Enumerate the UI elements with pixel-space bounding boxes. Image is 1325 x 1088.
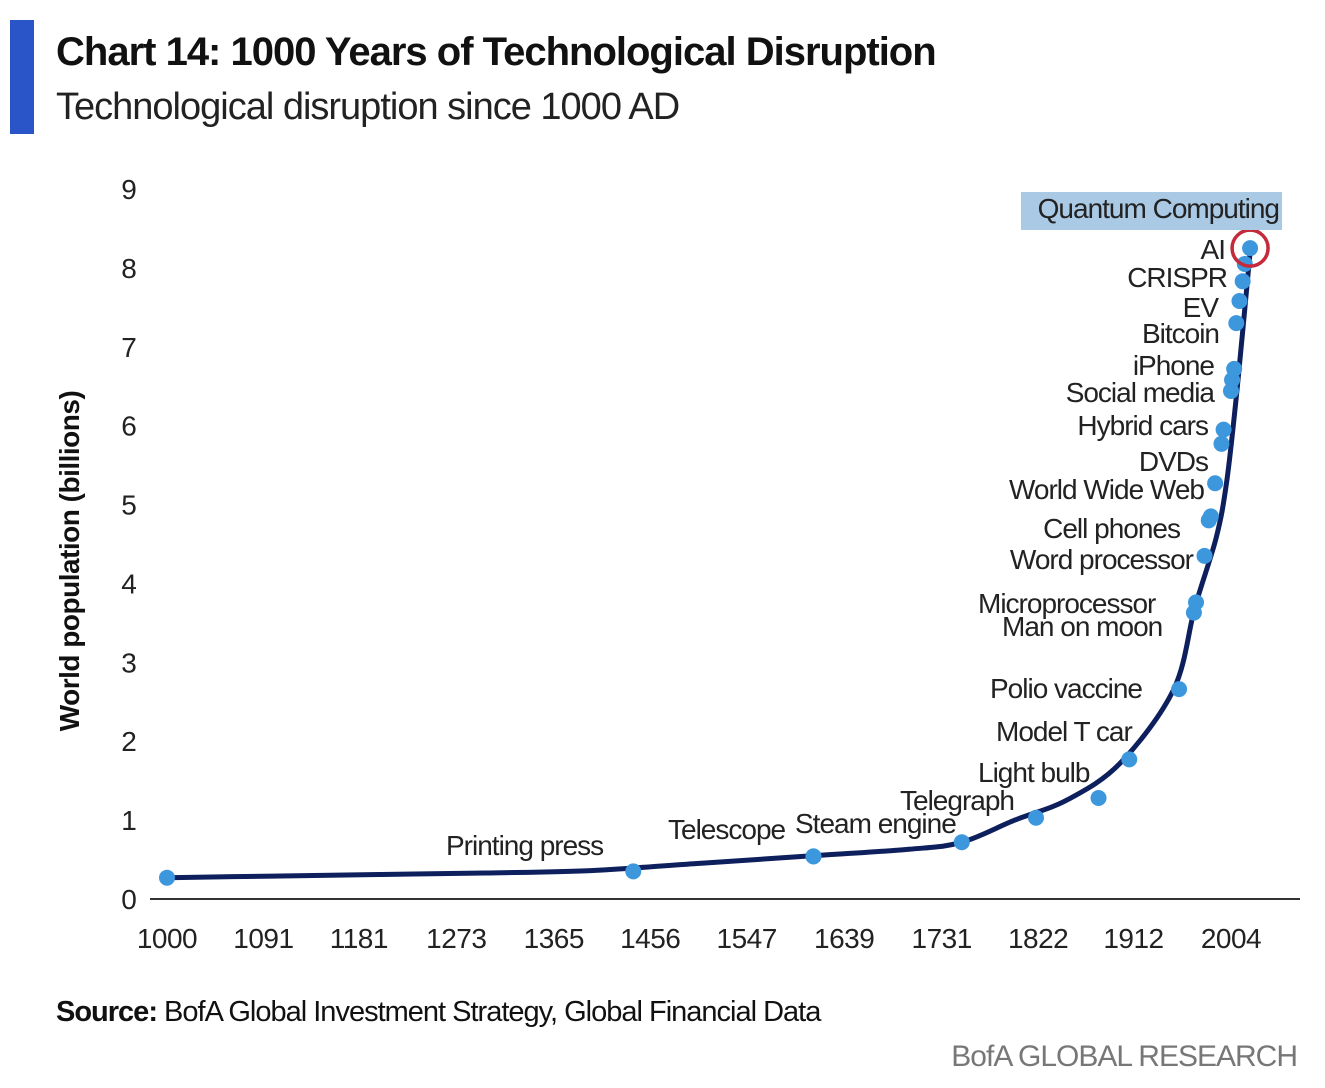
data-point [159,869,175,886]
x-tick-label: 1181 [330,923,388,954]
annotation-label: AI [1201,234,1225,265]
x-tick-label: 1365 [524,923,584,954]
annotation-labels-group: Printing press Telescope Steam engineTeleg… [446,192,1282,861]
data-point [1228,315,1245,332]
annotation-label: Light bulb [978,757,1090,788]
annotation-label: DVDs [1139,446,1208,477]
label-highlight-box [1021,192,1282,230]
axes: 1000 1091 1181 1273 1365 1456 1547 1639 1731 1822… [121,174,1300,954]
data-point [805,848,822,865]
x-tick-label: 1273 [426,923,486,954]
y-tick-label: 9 [121,174,137,205]
y-axis-title: World population (billions) [54,390,85,732]
data-point [1226,360,1243,377]
annotation-label: Printing press [446,830,603,861]
data-point [953,834,970,851]
annotation-label: Man on moon [1002,611,1162,642]
y-tick-label: 4 [121,568,137,599]
x-tick-label: 1456 [620,923,680,954]
annotation-label: Telegraph [900,785,1014,816]
annotation-label: Word processor [1010,544,1194,575]
y-tick-label: 2 [121,726,137,757]
annotation-label: Cell phones [1043,513,1180,544]
annotation-label: Social media [1066,377,1216,408]
y-tick-label: 3 [121,647,137,678]
chart-title: Chart 14: 1000 Years of Technological Di… [56,30,937,74]
x-tick-label: 1731 [912,923,972,954]
annotation-label: Bitcoin [1142,318,1219,349]
annotation-label: Microprocessor [978,588,1156,619]
title-accent-bar [10,20,34,134]
annotation-label: World Wide Web [1009,474,1204,505]
brand-footer: BofA GLOBAL RESEARCH [951,1040,1298,1073]
data-point [1213,435,1230,452]
chart-subtitle: Technological disruption since 1000 AD [56,86,680,128]
x-tick-label: 1822 [1008,923,1068,954]
annotation-label: Quantum Computing [1038,193,1279,224]
y-tick-label: 1 [121,805,137,836]
y-tick-label: 6 [121,411,137,442]
data-point [1231,293,1248,310]
source-prefix: Source: [56,996,158,1028]
data-point [1242,240,1259,257]
markers-group [159,228,1270,886]
data-point [1185,604,1202,621]
source-text: BofA Global Investment Strategy, Global … [156,996,821,1028]
data-point [1028,809,1045,826]
data-point [1171,681,1188,698]
data-point [1207,475,1224,492]
annotation-label: Model T car [996,716,1132,747]
data-point [1090,790,1107,807]
x-tick-label: 1547 [717,923,777,954]
data-point [1196,547,1213,564]
x-tick-label: 1000 [137,923,197,954]
data-point [1202,508,1219,525]
annotation-label: Steam engine [795,808,956,839]
data-point [1234,273,1251,290]
data-point [625,863,642,880]
x-tick-label: 1912 [1103,923,1163,954]
annotation-label: iPhone [1133,350,1215,381]
y-tick-label: 0 [121,884,137,915]
annotation-label: CRISPR [1127,262,1227,293]
annotation-label: Hybrid cars [1077,410,1208,441]
source-note: Source: BofA Global Investment Strategy,… [56,996,821,1029]
highlight-ring [1230,228,1270,268]
y-tick-label: 7 [121,332,137,363]
data-point [1215,421,1232,438]
x-tick-label: 2004 [1201,923,1261,954]
y-tick-label: 8 [121,253,137,284]
annotation-label: Telescope [668,814,786,845]
annotation-label: Polio vaccine [990,673,1142,704]
y-tick-label: 5 [121,490,137,521]
x-tick-label: 1639 [814,923,874,954]
annotation-label: EV [1183,292,1220,323]
data-point [1121,751,1138,768]
x-tick-label: 1091 [233,923,293,954]
